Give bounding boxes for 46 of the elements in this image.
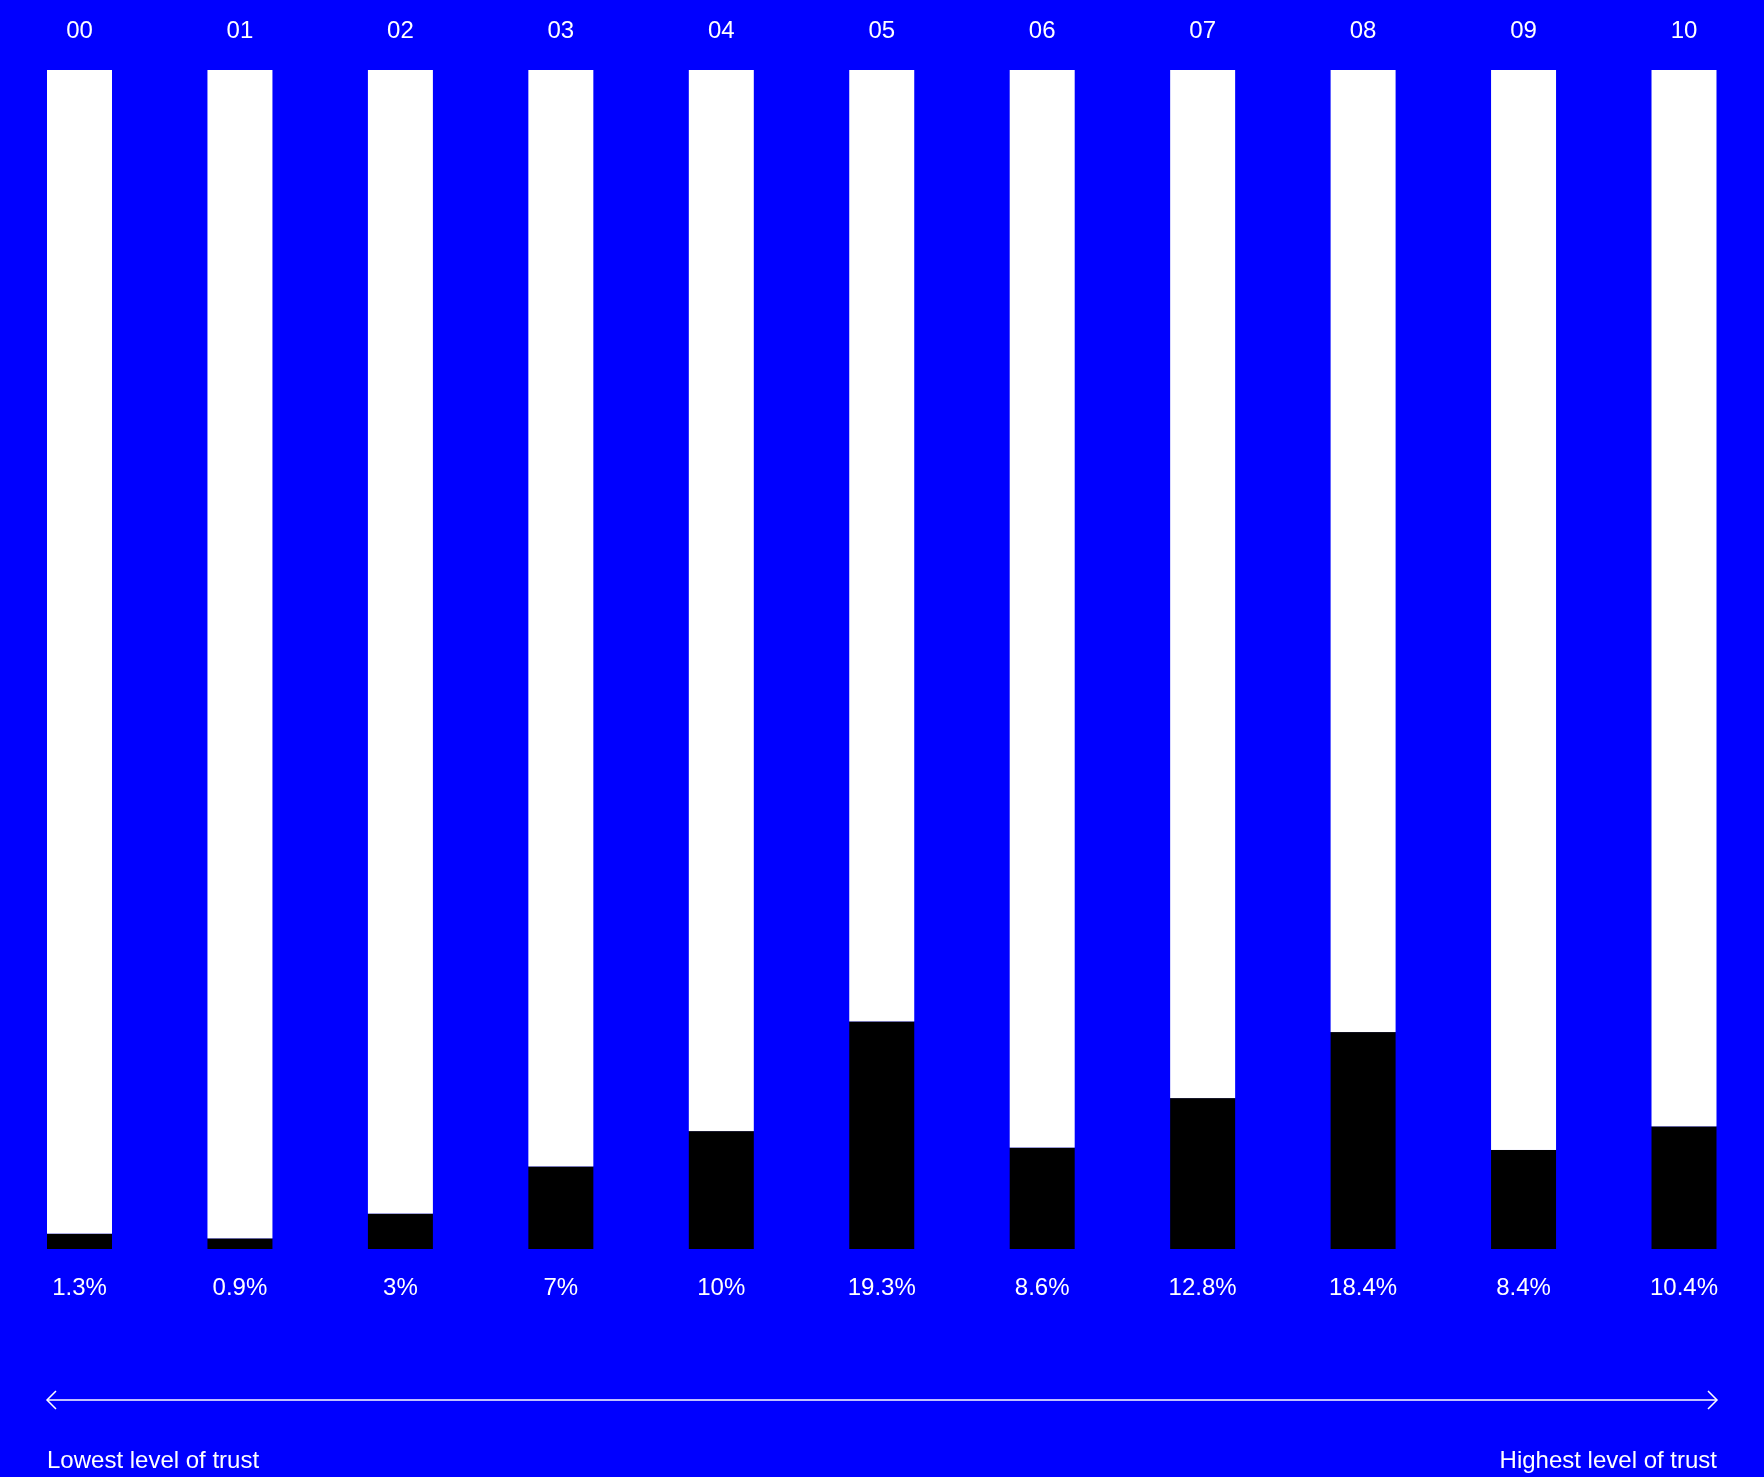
bar (688, 1131, 754, 1249)
bar (1330, 1032, 1396, 1249)
bar (688, 70, 754, 1132)
bar (1009, 70, 1075, 1148)
data-label: 12.8% (1168, 1273, 1237, 1300)
bar (47, 1233, 112, 1249)
data-label: 10% (697, 1273, 746, 1300)
x-tick-label: 06 (1028, 16, 1056, 43)
data-label: 10.4% (1649, 1273, 1719, 1300)
data-label: 19.3% (847, 1273, 916, 1300)
x-tick-label: 04 (707, 16, 735, 43)
x-tick-label: 08 (1349, 16, 1377, 43)
bar (528, 70, 594, 1167)
bar (1170, 1098, 1236, 1249)
x-tick-label: 03 (547, 16, 575, 43)
x-tick-label: 07 (1189, 16, 1216, 43)
bar (1170, 70, 1236, 1099)
bar (1491, 70, 1557, 1150)
bar (528, 1166, 594, 1249)
bar (207, 1238, 273, 1249)
bar (47, 70, 112, 1234)
x-tick-label: 10 (1670, 16, 1698, 43)
x-tick-label: 09 (1510, 16, 1537, 43)
data-label: 3% (383, 1273, 418, 1300)
data-label: 8.6% (1014, 1273, 1070, 1300)
text: Lowest level of trust (47, 1446, 260, 1473)
text: Highest level of trust (1499, 1446, 1718, 1473)
data-label: 1.3% (52, 1273, 107, 1300)
bar (849, 70, 915, 1022)
data-label: 8.4% (1496, 1273, 1551, 1300)
bar (849, 1021, 915, 1249)
x-tick-label: 02 (387, 16, 414, 43)
bar (1651, 70, 1717, 1127)
data-label: 7% (543, 1273, 579, 1300)
bar (1491, 1149, 1557, 1249)
data-label: 18.4% (1329, 1273, 1398, 1300)
bar (1009, 1147, 1075, 1249)
data-label: 0.9% (212, 1273, 268, 1300)
x-tick-label: 01 (226, 16, 254, 43)
bar (367, 70, 433, 1214)
bar (1651, 1126, 1717, 1249)
bar (367, 1213, 433, 1249)
x-tick-label: 05 (868, 16, 896, 43)
bar (207, 70, 273, 1239)
x-tick-label: 00 (66, 16, 93, 43)
bar (1330, 70, 1396, 1033)
